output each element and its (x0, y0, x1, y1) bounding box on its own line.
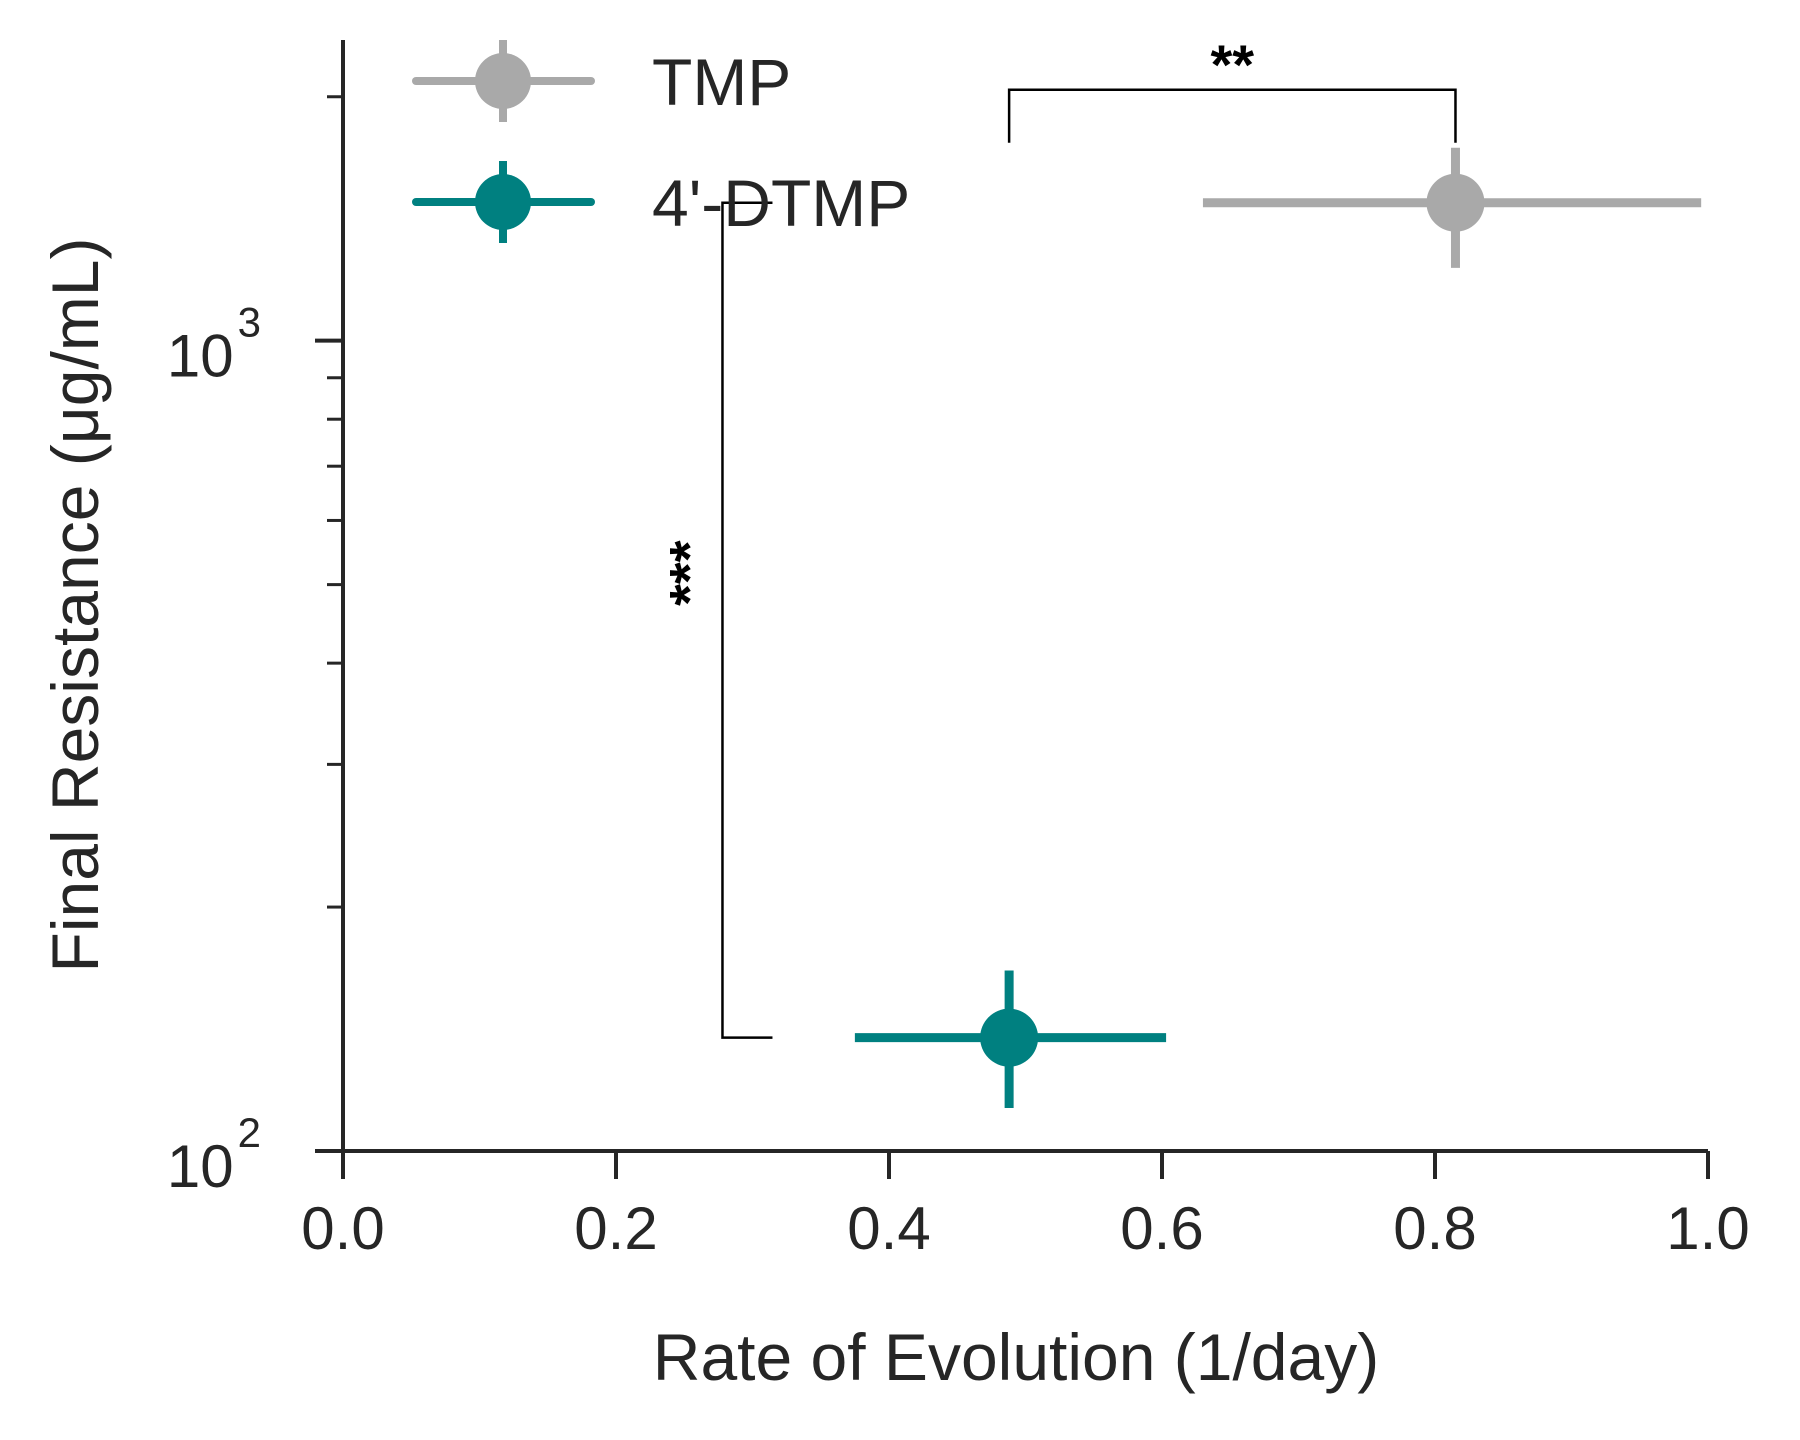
significance-label-horizontal: ** (1211, 33, 1255, 96)
legend-label: TMP (652, 45, 791, 119)
data-series (854, 147, 1702, 1108)
significance-label-vertical: *** (657, 540, 720, 606)
y-axis-title: Final Resistance (μg/mL) (38, 238, 112, 973)
x-tick-label: 0.4 (847, 1195, 930, 1262)
legend-entry: TMP (412, 40, 791, 122)
significance-bracket-horizontal (1007, 88, 1457, 143)
legend-marker (475, 174, 531, 230)
y-tick-exponent: 2 (238, 1109, 261, 1156)
x-tick-label: 0.8 (1393, 1195, 1476, 1262)
x-tick-label: 1.0 (1666, 1195, 1749, 1262)
x-tick-label: 0.0 (301, 1195, 384, 1262)
axes (341, 40, 1708, 1153)
y-tick-label: 103 (167, 299, 261, 390)
x-tick-label: 0.2 (574, 1195, 657, 1262)
y-tick-label: 102 (167, 1109, 261, 1200)
x-tick-label: 0.6 (1120, 1195, 1203, 1262)
legend-label: 4'-DTMP (652, 166, 910, 240)
data-point (1426, 173, 1485, 232)
series-point (854, 970, 1167, 1108)
significance-bracket-vertical (721, 201, 773, 1039)
legend-marker (475, 53, 531, 109)
y-tick-exponent: 3 (238, 299, 261, 346)
legend-entry: 4'-DTMP (412, 161, 910, 243)
axis-ticks: 0.0 0.2 0.4 0.6 0.8 1.0 102 103 (167, 95, 1750, 1262)
significance-annotations: ***** (657, 33, 1457, 1039)
series-point (1202, 147, 1702, 268)
data-point (980, 1008, 1039, 1067)
x-axis-title: Rate of Evolution (1/day) (653, 1320, 1379, 1394)
legend: TMP 4'-DTMP (412, 40, 910, 243)
